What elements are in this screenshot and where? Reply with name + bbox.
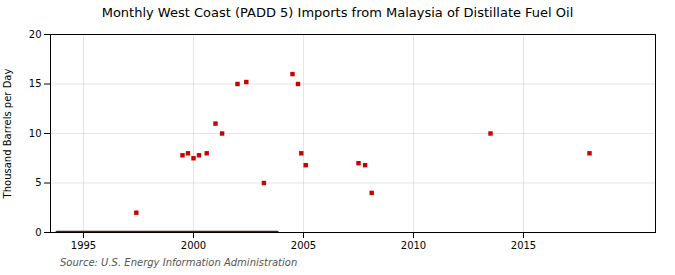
svg-text:20: 20: [29, 29, 42, 40]
html-text:Source: U.S. Energy Informatio: Source: U.S. Energy Information Administ…: [60, 257, 298, 268]
svg-text:2005: 2005: [291, 240, 316, 251]
svg-text:1995: 1995: [71, 240, 96, 251]
svg-text:15: 15: [29, 78, 42, 89]
svg-text:0: 0: [35, 227, 41, 238]
svg-text:2010: 2010: [401, 240, 426, 251]
svg-text:Thousand Barrels per Day: Thousand Barrels per Day: [2, 69, 13, 200]
svg-text:10: 10: [29, 128, 42, 139]
html-text:Monthly West Coast (PADD 5) Im: Monthly West Coast (PADD 5) Imports from…: [101, 5, 574, 20]
svg-text:2015: 2015: [511, 240, 536, 251]
svg-text:2000: 2000: [181, 240, 206, 251]
svg-text:5: 5: [35, 177, 41, 188]
